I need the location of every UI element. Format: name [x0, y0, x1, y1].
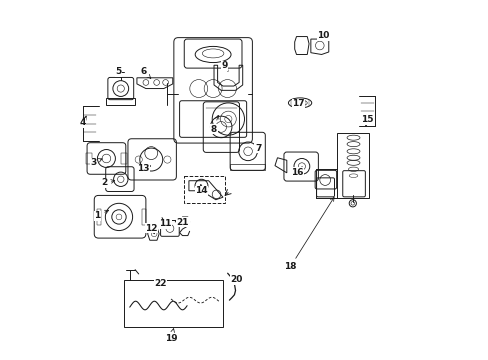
Text: 14: 14 — [195, 184, 207, 195]
Bar — [230, 164, 265, 170]
Text: 13: 13 — [137, 164, 150, 173]
Text: 9: 9 — [221, 62, 227, 71]
Bar — [142, 209, 145, 225]
Bar — [336, 134, 368, 198]
Text: 6: 6 — [141, 67, 150, 78]
Text: 1: 1 — [94, 210, 108, 220]
Text: 10: 10 — [317, 31, 329, 41]
Bar — [124, 280, 223, 327]
Text: 11: 11 — [159, 219, 171, 229]
Bar — [183, 176, 224, 203]
Bar — [106, 98, 135, 105]
Text: 19: 19 — [164, 329, 177, 343]
Text: 3: 3 — [90, 158, 102, 167]
Text: 21: 21 — [176, 218, 189, 227]
Bar — [121, 153, 126, 164]
Text: 17: 17 — [291, 99, 304, 108]
Text: 4: 4 — [79, 116, 86, 127]
Bar — [97, 209, 101, 225]
Text: 8: 8 — [210, 115, 219, 134]
Text: 12: 12 — [145, 224, 157, 234]
Text: 7: 7 — [254, 144, 261, 153]
Text: 16: 16 — [291, 167, 303, 177]
Text: 18: 18 — [284, 197, 333, 271]
Text: 22: 22 — [154, 279, 166, 288]
Bar — [86, 153, 92, 164]
Text: 5: 5 — [115, 67, 121, 77]
Text: 2: 2 — [101, 178, 115, 187]
Text: 20: 20 — [230, 275, 243, 285]
Text: 15: 15 — [360, 115, 373, 126]
